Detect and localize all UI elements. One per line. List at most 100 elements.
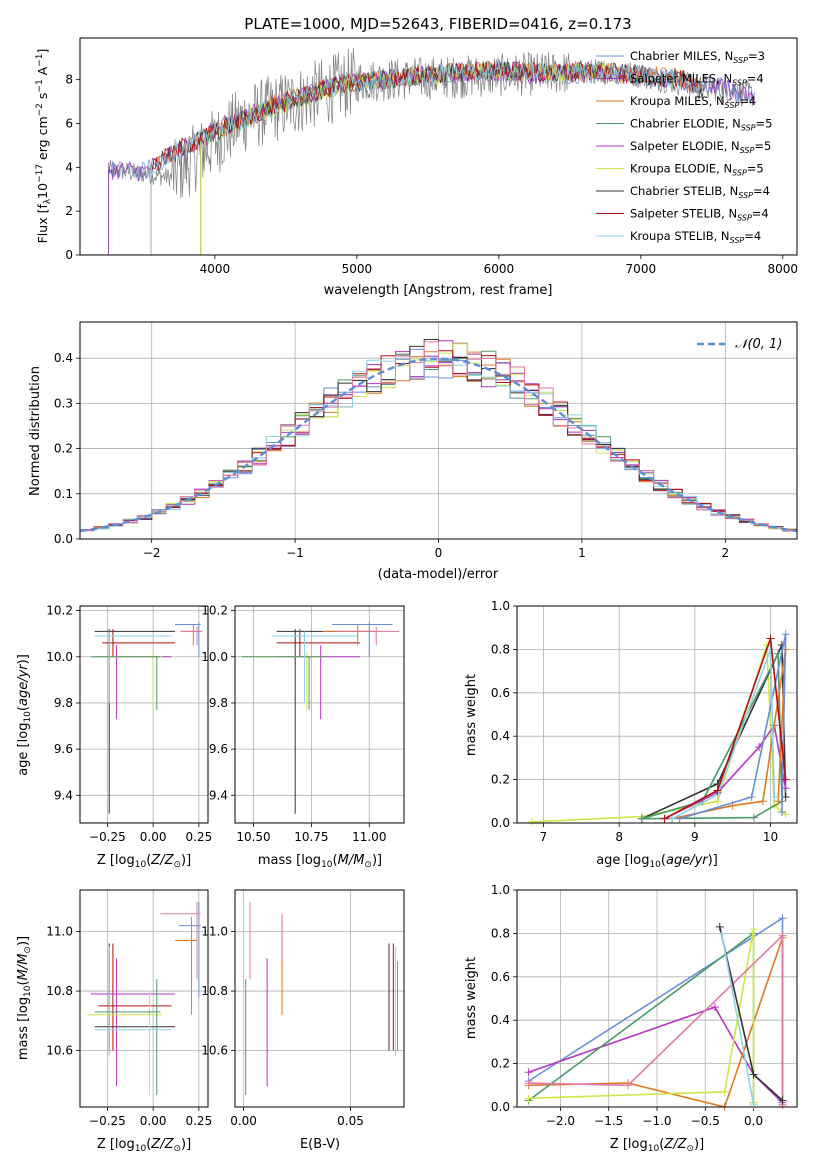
plot-area-age-vs-mass xyxy=(241,622,400,814)
weight-marker xyxy=(758,797,767,806)
x-tick-label: 10.50 xyxy=(236,830,270,844)
y-tick-label: 0.1 xyxy=(54,487,73,501)
x-tick-label: 4000 xyxy=(200,262,231,276)
weight-marker xyxy=(524,1068,533,1077)
y-tick-label: 9.4 xyxy=(209,788,228,802)
y-tick-label: 9.6 xyxy=(209,742,228,756)
x-tick-label: 2 xyxy=(721,546,729,560)
legend-label: 𝒩(0, 1) xyxy=(735,337,782,352)
figure-title: PLATE=1000, MJD=52643, FIBERID=0416, z=0… xyxy=(244,15,631,33)
panel-weight-vs-age: 7 8 9 10 0.0 0.2 0.4 0.6 0.8 1.0 age [log10(age/yr… xyxy=(464,599,798,870)
y-tick-label: 11.0 xyxy=(201,925,228,939)
weight-marker xyxy=(781,630,790,639)
y-tick-label: 0.0 xyxy=(54,532,73,546)
x-tick-label: 1 xyxy=(578,546,586,560)
y-tick-label: 6 xyxy=(65,116,73,130)
x-axis-label: Z [log10(Z/Z⊙)] xyxy=(610,1137,704,1154)
weight-marker xyxy=(675,814,684,823)
y-tick-label: 0.4 xyxy=(54,351,73,365)
weight-marker xyxy=(777,808,786,817)
x-axis-label: Z [log10(Z/Z⊙)] xyxy=(97,1137,191,1154)
x-axis-label: mass [log10(M/M⊙)] xyxy=(258,853,382,870)
panel-weight-vs-Z: −2.0 −1.5 −1.0 −0.5 0.0 0.0 0.2 0.4 0.6 0.8 1.0 Z [… xyxy=(464,883,798,1154)
legend-label: Salpeter STELIB, NSSP=4 xyxy=(630,207,769,223)
weight-marker xyxy=(749,1100,758,1109)
legend-label: Kroupa ELODIE, NSSP=5 xyxy=(630,162,764,178)
y-tick-label: 10.6 xyxy=(46,1044,73,1058)
weight-marker xyxy=(749,1070,758,1079)
x-tick-label: −0.25 xyxy=(89,830,126,844)
y-tick-label: 0.8 xyxy=(491,926,510,940)
weight-marker xyxy=(717,929,726,938)
weight-marker xyxy=(781,775,790,784)
axes-frame xyxy=(516,605,798,824)
y-tick-label: 10.8 xyxy=(46,984,73,998)
panel-mass-vs-Z: −0.25 0.00 0.25 10.6 10.8 11.0 Z [log10(Z/Z⊙)]… xyxy=(16,889,212,1154)
x-tick-label: 0.00 xyxy=(140,1114,167,1128)
legend-label: Chabrier MILES, NSSP=3 xyxy=(630,49,765,65)
plot-area-spectrum xyxy=(107,47,755,255)
weight-marker xyxy=(749,925,758,934)
x-tick-label: 0.00 xyxy=(230,1114,257,1128)
weight-marker xyxy=(766,645,775,654)
weight-marker xyxy=(660,814,669,823)
weight-marker xyxy=(528,817,537,826)
weight-marker xyxy=(710,1003,719,1012)
y-axis-label: mass weight xyxy=(464,674,479,756)
y-tick-label: 9.4 xyxy=(54,788,73,802)
plot-area-mass-vs-Z xyxy=(87,901,201,1096)
x-tick-label: 11.00 xyxy=(352,830,386,844)
weight-line xyxy=(528,937,784,1108)
y-tick-label: 0.2 xyxy=(491,1057,510,1071)
y-axis-label: age [log10(age/yr)] xyxy=(16,654,33,776)
axes-frame xyxy=(79,37,798,256)
weight-line xyxy=(679,634,787,820)
y-tick-label: 10.2 xyxy=(46,604,73,618)
panel-spectrum: 4000 5000 6000 7000 8000 0 2 4 6 8 Chabrier MILES,… xyxy=(35,37,799,298)
weight-marker xyxy=(774,797,783,806)
y-axis-label: mass weight xyxy=(464,957,479,1039)
panel-age-vs-mass: 10.50 10.75 11.00 9.4 9.6 9.8 10.0 10.2 mass [lo… xyxy=(201,604,405,870)
axes-frame xyxy=(79,889,209,1108)
spectrum-model-line xyxy=(150,61,704,174)
weight-marker xyxy=(766,634,775,643)
y-tick-label: 4 xyxy=(65,160,73,174)
panel-residuals: −2 −1 0 1 2 0.0 0.1 0.2 0.3 0.4 𝒩(0, 1) (data-model… xyxy=(28,321,798,582)
y-tick-label: 10.0 xyxy=(46,650,73,664)
x-tick-label: −1 xyxy=(286,546,304,560)
weight-marker xyxy=(778,931,787,940)
weight-marker xyxy=(524,1079,533,1088)
legend-label: Chabrier STELIB, NSSP=4 xyxy=(630,184,770,200)
x-tick-label: 10 xyxy=(763,830,778,844)
plot-area-weight-vs-Z xyxy=(524,914,787,1111)
y-tick-label: 10.0 xyxy=(201,650,228,664)
weight-marker xyxy=(713,786,722,795)
y-tick-label: 9.8 xyxy=(54,696,73,710)
spectrum-legend: Chabrier MILES, NSSP=3 Salpeter MILES, NS… xyxy=(596,49,772,245)
weight-marker xyxy=(524,1094,533,1103)
weight-line xyxy=(528,933,784,1105)
y-axis-label: Normed distribution xyxy=(28,366,43,496)
y-tick-label: 10.6 xyxy=(201,1044,228,1058)
axes-frame xyxy=(79,321,798,540)
y-tick-label: 11.0 xyxy=(46,925,73,939)
x-tick-label: 0.00 xyxy=(140,830,167,844)
x-tick-label: 7000 xyxy=(626,262,657,276)
x-tick-label: 0.25 xyxy=(185,830,212,844)
x-tick-label: 8000 xyxy=(768,262,799,276)
weight-marker xyxy=(778,914,787,923)
x-tick-label: 0 xyxy=(435,546,443,560)
x-tick-label: 0.25 xyxy=(185,1114,212,1128)
plot-area-mass-vs-ebv xyxy=(243,901,399,1096)
y-tick-label: 9.6 xyxy=(54,742,73,756)
x-tick-label: −2 xyxy=(143,546,161,560)
y-tick-label: 0.2 xyxy=(491,773,510,787)
x-tick-label: 0.0 xyxy=(744,1114,763,1128)
x-tick-label: 6000 xyxy=(484,262,515,276)
y-axis-label: mass [log10(M/M⊙)] xyxy=(16,936,33,1060)
plot-area-age-vs-Z xyxy=(90,622,203,814)
legend-label: Salpeter ELODIE, NSSP=5 xyxy=(630,139,771,155)
gaussian-curve xyxy=(79,357,798,533)
x-tick-label: 9 xyxy=(691,830,699,844)
